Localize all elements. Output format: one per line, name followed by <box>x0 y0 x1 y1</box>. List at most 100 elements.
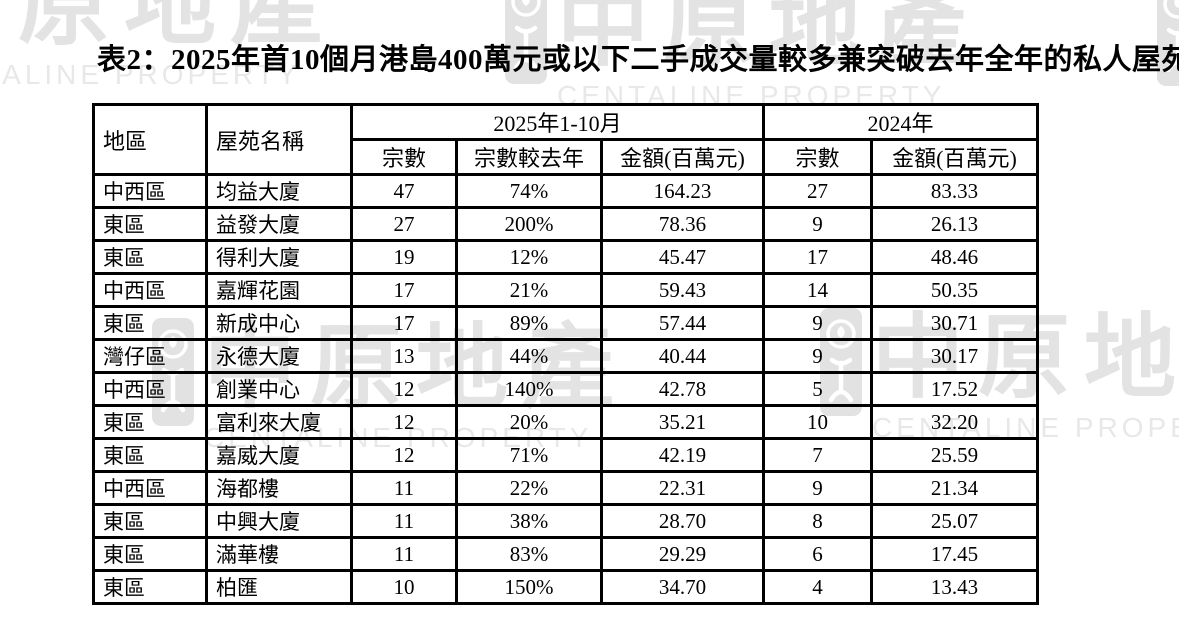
cell-count-2024: 9 <box>762 305 873 341</box>
cell-estate: 嘉輝花園 <box>205 272 353 308</box>
cell-estate: 益發大廈 <box>205 206 353 242</box>
cell-count-2024: 27 <box>762 173 873 209</box>
header-count-vs-last-year: 宗數較去年 <box>455 138 603 176</box>
table-row: 灣仔區 永德大廈 13 44% 40.44 9 30.17 <box>92 338 1039 374</box>
cell-district: 中西區 <box>92 272 208 308</box>
header-period-2025: 2025年1-10月 <box>350 103 765 141</box>
cell-amount-2024: 30.17 <box>870 338 1039 374</box>
cell-count-2025: 47 <box>350 173 458 209</box>
cell-district: 東區 <box>92 503 208 539</box>
cell-change-pct: 44% <box>455 338 603 374</box>
cell-amount-2025: 28.70 <box>600 503 765 539</box>
cell-count-2024: 6 <box>762 536 873 572</box>
cell-district: 東區 <box>92 437 208 473</box>
cell-estate: 海都樓 <box>205 470 353 506</box>
cell-amount-2024: 48.46 <box>870 239 1039 275</box>
cell-count-2025: 27 <box>350 206 458 242</box>
cell-count-2025: 11 <box>350 503 458 539</box>
header-count-2024: 宗數 <box>762 138 873 176</box>
cell-count-2024: 9 <box>762 206 873 242</box>
cell-count-2024: 8 <box>762 503 873 539</box>
cell-estate: 得利大廈 <box>205 239 353 275</box>
cell-estate: 滿華樓 <box>205 536 353 572</box>
cell-count-2024: 14 <box>762 272 873 308</box>
cell-estate: 永德大廈 <box>205 338 353 374</box>
cell-count-2024: 7 <box>762 437 873 473</box>
cell-amount-2024: 25.07 <box>870 503 1039 539</box>
header-amount-2025: 金額(百萬元) <box>600 138 765 176</box>
cell-amount-2025: 57.44 <box>600 305 765 341</box>
header-count-2025: 宗數 <box>350 138 458 176</box>
cell-estate: 富利來大廈 <box>205 404 353 440</box>
cell-change-pct: 200% <box>455 206 603 242</box>
table-row: 東區 新成中心 17 89% 57.44 9 30.71 <box>92 305 1039 341</box>
cell-estate: 柏匯 <box>205 569 353 605</box>
cell-amount-2024: 17.52 <box>870 371 1039 407</box>
cell-district: 中西區 <box>92 173 208 209</box>
cell-amount-2025: 40.44 <box>600 338 765 374</box>
table-row: 中西區 海都樓 11 22% 22.31 9 21.34 <box>92 470 1039 506</box>
cell-count-2025: 12 <box>350 371 458 407</box>
cell-change-pct: 140% <box>455 371 603 407</box>
cell-amount-2024: 25.59 <box>870 437 1039 473</box>
cell-change-pct: 83% <box>455 536 603 572</box>
cell-change-pct: 21% <box>455 272 603 308</box>
cell-change-pct: 150% <box>455 569 603 605</box>
page-title: 表2：2025年首10個月港島400萬元或以下二手成交量較多兼突破去年全年的私人… <box>97 44 1179 76</box>
table-row: 東區 得利大廈 19 12% 45.47 17 48.46 <box>92 239 1039 275</box>
table-row: 中西區 均益大廈 47 74% 164.23 27 83.33 <box>92 173 1039 209</box>
cell-change-pct: 22% <box>455 470 603 506</box>
cell-count-2024: 5 <box>762 371 873 407</box>
cell-district: 東區 <box>92 569 208 605</box>
table-row: 中西區 創業中心 12 140% 42.78 5 17.52 <box>92 371 1039 407</box>
cell-count-2025: 10 <box>350 569 458 605</box>
table-subheader-row: 宗數 宗數較去年 金額(百萬元) 宗數 金額(百萬元) <box>94 138 1039 176</box>
cell-amount-2024: 32.20 <box>870 404 1039 440</box>
cell-change-pct: 12% <box>455 239 603 275</box>
cell-district: 東區 <box>92 404 208 440</box>
table-row: 東區 中興大廈 11 38% 28.70 8 25.07 <box>92 503 1039 539</box>
cell-change-pct: 71% <box>455 437 603 473</box>
cell-district: 東區 <box>92 536 208 572</box>
table-row: 東區 嘉威大廈 12 71% 42.19 7 25.59 <box>92 437 1039 473</box>
cell-amount-2025: 78.36 <box>600 206 765 242</box>
cell-count-2025: 12 <box>350 437 458 473</box>
cell-district: 東區 <box>92 239 208 275</box>
header-amount-2024: 金額(百萬元) <box>870 138 1039 176</box>
cell-district: 東區 <box>92 206 208 242</box>
cell-amount-2025: 22.31 <box>600 470 765 506</box>
cell-estate: 新成中心 <box>205 305 353 341</box>
cell-amount-2024: 17.45 <box>870 536 1039 572</box>
cell-count-2025: 11 <box>350 536 458 572</box>
cell-change-pct: 38% <box>455 503 603 539</box>
cell-amount-2025: 59.43 <box>600 272 765 308</box>
header-estate: 屋苑名稱 <box>205 103 353 176</box>
cell-amount-2025: 164.23 <box>600 173 765 209</box>
cell-count-2025: 19 <box>350 239 458 275</box>
cell-estate: 中興大廈 <box>205 503 353 539</box>
cell-count-2025: 17 <box>350 272 458 308</box>
cell-estate: 均益大廈 <box>205 173 353 209</box>
cell-district: 中西區 <box>92 371 208 407</box>
cell-amount-2024: 21.34 <box>870 470 1039 506</box>
header-year-2024: 2024年 <box>762 103 1039 141</box>
header-district: 地區 <box>92 103 208 176</box>
table-row: 東區 柏匯 10 150% 34.70 4 13.43 <box>92 569 1039 605</box>
cell-amount-2024: 30.71 <box>870 305 1039 341</box>
cell-amount-2025: 42.19 <box>600 437 765 473</box>
cell-count-2024: 9 <box>762 338 873 374</box>
table-row: 東區 富利來大廈 12 20% 35.21 10 32.20 <box>92 404 1039 440</box>
cell-count-2024: 4 <box>762 569 873 605</box>
table-header-row: 地區 屋苑名稱 2025年1-10月 2024年 <box>92 103 1039 176</box>
cell-amount-2025: 35.21 <box>600 404 765 440</box>
cell-district: 東區 <box>92 305 208 341</box>
cell-count-2024: 17 <box>762 239 873 275</box>
estates-table: 地區 屋苑名稱 2025年1-10月 2024年 宗數 宗數較去年 金額(百萬元… <box>92 103 1039 605</box>
cell-count-2025: 11 <box>350 470 458 506</box>
cell-amount-2025: 34.70 <box>600 569 765 605</box>
cell-count-2025: 17 <box>350 305 458 341</box>
cell-amount-2025: 29.29 <box>600 536 765 572</box>
cell-amount-2024: 83.33 <box>870 173 1039 209</box>
cell-amount-2025: 42.78 <box>600 371 765 407</box>
cell-district: 灣仔區 <box>92 338 208 374</box>
